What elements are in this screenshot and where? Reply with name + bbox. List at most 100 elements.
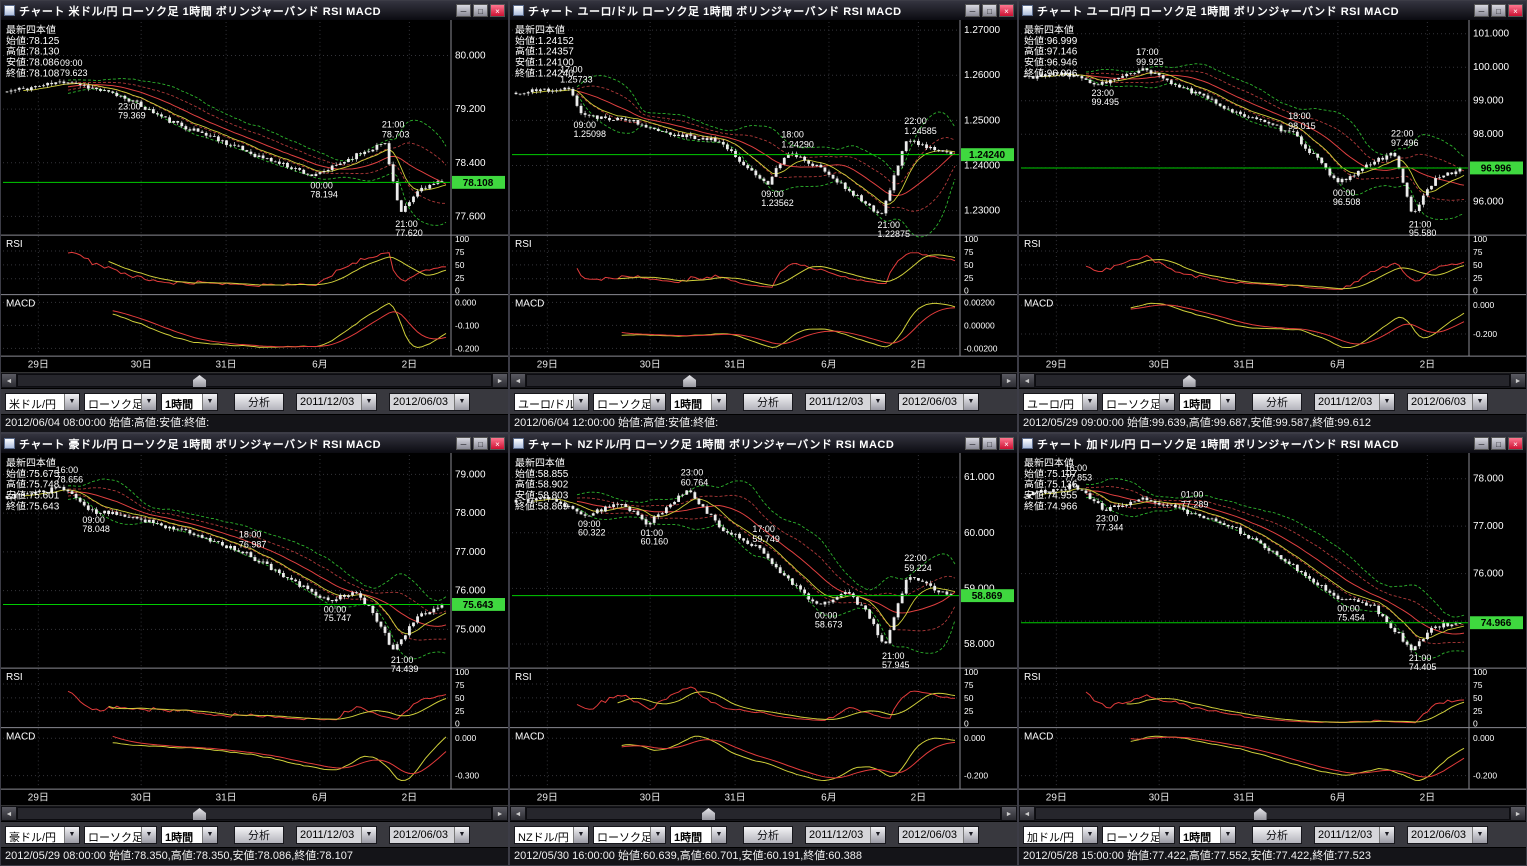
chevron-down-icon[interactable]: ▼	[1159, 393, 1174, 410]
window-titlebar[interactable]: チャート 米ドル/円 ローソク足 1時間 ボリンジャーバンド RSI MACD …	[1, 1, 508, 20]
date-to-select[interactable]: 2012/06/03 ▼	[898, 392, 979, 411]
chevron-down-icon[interactable]: ▼	[1159, 826, 1174, 843]
close-button[interactable]: ×	[490, 4, 505, 17]
chevron-down-icon[interactable]: ▼	[1472, 393, 1487, 410]
chevron-down-icon[interactable]: ▼	[650, 826, 665, 843]
scroll-track[interactable]	[17, 807, 492, 820]
analyze-button[interactable]: 分析	[234, 825, 284, 844]
window-titlebar[interactable]: チャート ユーロ/円 ローソク足 1時間 ボリンジャーバンド RSI MACD …	[1019, 1, 1526, 20]
maximize-button[interactable]: □	[982, 437, 997, 450]
close-button[interactable]: ×	[490, 437, 505, 450]
scroll-right-button[interactable]: ►	[1510, 373, 1526, 388]
scroll-right-button[interactable]: ►	[1001, 806, 1017, 821]
chevron-down-icon[interactable]: ▼	[1472, 826, 1487, 843]
chart-canvas[interactable]: 1.27000 1.26000 1.25000 1.24000 1.23000 100 75…	[510, 20, 1017, 372]
scroll-track[interactable]	[17, 374, 492, 387]
scroll-track[interactable]	[526, 807, 1001, 820]
chevron-down-icon[interactable]: ▼	[1379, 826, 1394, 843]
date-from-select[interactable]: 2011/12/03 ▼	[296, 825, 377, 844]
pair-select[interactable]: 豪ドル/円 ▼	[5, 825, 80, 844]
scroll-thumb[interactable]	[193, 808, 206, 820]
pair-select[interactable]: 加ドル/円 ▼	[1023, 825, 1098, 844]
timeframe-select[interactable]: 1時間 ▼	[670, 392, 727, 411]
pair-select[interactable]: ユーロ/ドル ▼	[514, 392, 589, 411]
chevron-down-icon[interactable]: ▼	[963, 393, 978, 410]
chevron-down-icon[interactable]: ▼	[64, 393, 79, 410]
date-to-select[interactable]: 2012/06/03 ▼	[389, 392, 470, 411]
chevron-down-icon[interactable]: ▼	[1220, 393, 1235, 410]
analyze-button[interactable]: 分析	[1252, 392, 1302, 411]
chart-type-select[interactable]: ローソク足 ▼	[1102, 825, 1175, 844]
chevron-down-icon[interactable]: ▼	[711, 393, 726, 410]
chevron-down-icon[interactable]: ▼	[573, 393, 588, 410]
chevron-down-icon[interactable]: ▼	[963, 826, 978, 843]
minimize-button[interactable]: ─	[965, 437, 980, 450]
scroll-left-button[interactable]: ◄	[510, 806, 526, 821]
date-to-select[interactable]: 2012/06/03 ▼	[1407, 392, 1488, 411]
scroll-thumb[interactable]	[1253, 808, 1267, 820]
scroll-right-button[interactable]: ►	[492, 806, 508, 821]
chart-type-select[interactable]: ローソク足 ▼	[84, 825, 157, 844]
scroll-track[interactable]	[526, 374, 1001, 387]
window-titlebar[interactable]: チャート 加ドル/円 ローソク足 1時間 ボリンジャーバンド RSI MACD …	[1019, 434, 1526, 453]
chevron-down-icon[interactable]: ▼	[870, 826, 885, 843]
maximize-button[interactable]: □	[982, 4, 997, 17]
close-button[interactable]: ×	[999, 4, 1014, 17]
chevron-down-icon[interactable]: ▼	[1082, 393, 1097, 410]
chevron-down-icon[interactable]: ▼	[870, 393, 885, 410]
chevron-down-icon[interactable]: ▼	[1082, 826, 1097, 843]
minimize-button[interactable]: ─	[965, 4, 980, 17]
chevron-down-icon[interactable]: ▼	[1379, 393, 1394, 410]
window-titlebar[interactable]: チャート 豪ドル/円 ローソク足 1時間 ボリンジャーバンド RSI MACD …	[1, 434, 508, 453]
scroll-left-button[interactable]: ◄	[1019, 806, 1035, 821]
date-from-select[interactable]: 2011/12/03 ▼	[1314, 392, 1395, 411]
scroll-right-button[interactable]: ►	[492, 373, 508, 388]
chevron-down-icon[interactable]: ▼	[650, 393, 665, 410]
scroll-thumb[interactable]	[702, 808, 715, 820]
scroll-track[interactable]	[1035, 374, 1510, 387]
maximize-button[interactable]: □	[1491, 437, 1506, 450]
scroll-right-button[interactable]: ►	[1001, 373, 1017, 388]
chevron-down-icon[interactable]: ▼	[711, 826, 726, 843]
chart-type-select[interactable]: ローソク足 ▼	[593, 825, 666, 844]
timeframe-select[interactable]: 1時間 ▼	[161, 392, 218, 411]
maximize-button[interactable]: □	[473, 437, 488, 450]
close-button[interactable]: ×	[999, 437, 1014, 450]
minimize-button[interactable]: ─	[456, 4, 471, 17]
chevron-down-icon[interactable]: ▼	[202, 826, 217, 843]
date-from-select[interactable]: 2011/12/03 ▼	[805, 392, 886, 411]
chevron-down-icon[interactable]: ▼	[454, 393, 469, 410]
chevron-down-icon[interactable]: ▼	[202, 393, 217, 410]
chevron-down-icon[interactable]: ▼	[573, 826, 588, 843]
pair-select[interactable]: 米ドル/円 ▼	[5, 392, 80, 411]
chevron-down-icon[interactable]: ▼	[141, 826, 156, 843]
window-titlebar[interactable]: チャート NZドル/円 ローソク足 1時間 ボリンジャーバンド RSI MACD…	[510, 434, 1017, 453]
date-from-select[interactable]: 2011/12/03 ▼	[1314, 825, 1395, 844]
maximize-button[interactable]: □	[1491, 4, 1506, 17]
timeframe-select[interactable]: 1時間 ▼	[670, 825, 727, 844]
date-from-select[interactable]: 2011/12/03 ▼	[296, 392, 377, 411]
date-to-select[interactable]: 2012/06/03 ▼	[389, 825, 470, 844]
scroll-thumb[interactable]	[683, 375, 697, 387]
analyze-button[interactable]: 分析	[1252, 825, 1302, 844]
minimize-button[interactable]: ─	[456, 437, 471, 450]
chart-type-select[interactable]: ローソク足 ▼	[593, 392, 666, 411]
timeframe-select[interactable]: 1時間 ▼	[1179, 392, 1236, 411]
timeframe-select[interactable]: 1時間 ▼	[1179, 825, 1236, 844]
scroll-thumb[interactable]	[1182, 375, 1196, 387]
chevron-down-icon[interactable]: ▼	[361, 393, 376, 410]
timeframe-select[interactable]: 1時間 ▼	[161, 825, 218, 844]
chevron-down-icon[interactable]: ▼	[361, 826, 376, 843]
chart-canvas[interactable]: 80.000 79.200 78.400 77.600 100 75 50 25 00.000 -…	[1, 20, 508, 372]
chevron-down-icon[interactable]: ▼	[141, 393, 156, 410]
date-to-select[interactable]: 2012/06/03 ▼	[1407, 825, 1488, 844]
chevron-down-icon[interactable]: ▼	[64, 826, 79, 843]
close-button[interactable]: ×	[1508, 437, 1523, 450]
minimize-button[interactable]: ─	[1474, 4, 1489, 17]
analyze-button[interactable]: 分析	[743, 825, 793, 844]
pair-select[interactable]: NZドル/円 ▼	[514, 825, 589, 844]
analyze-button[interactable]: 分析	[234, 392, 284, 411]
scroll-left-button[interactable]: ◄	[1, 373, 17, 388]
chart-type-select[interactable]: ローソク足 ▼	[1102, 392, 1175, 411]
scroll-thumb[interactable]	[193, 375, 206, 387]
